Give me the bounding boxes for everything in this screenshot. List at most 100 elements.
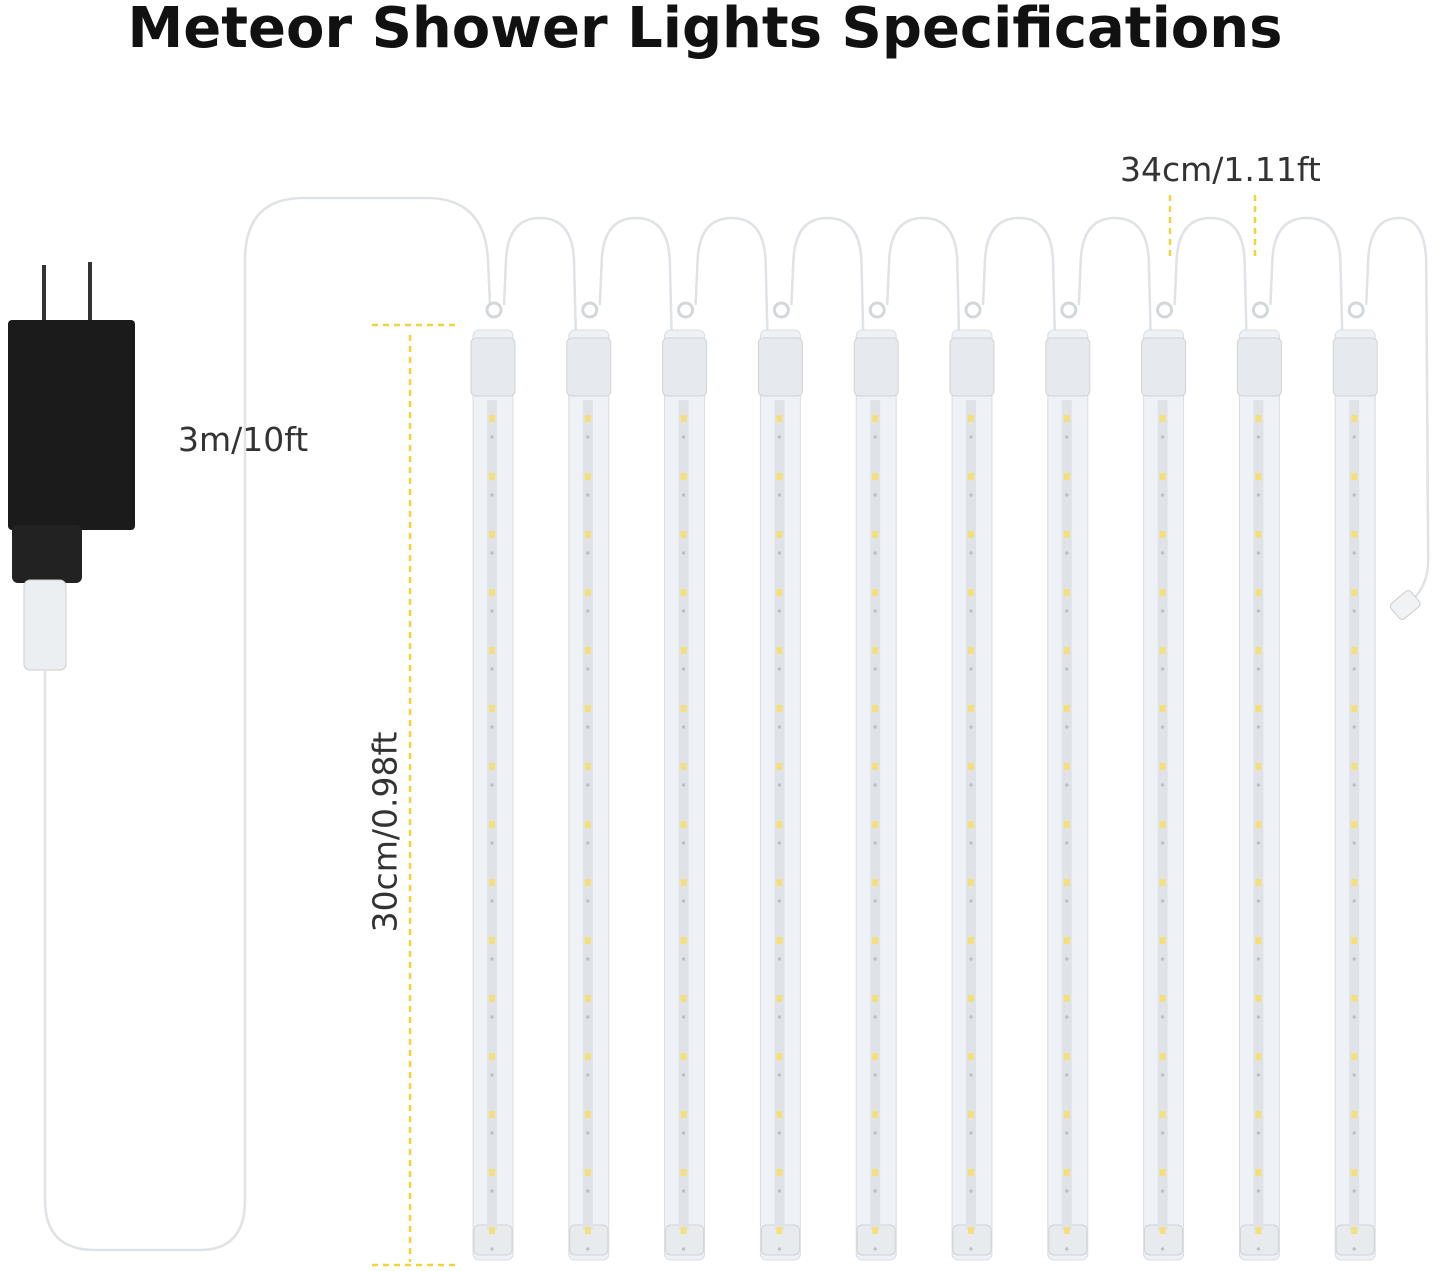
led-dot	[777, 551, 782, 555]
hanging-loop	[964, 301, 982, 319]
led-dot	[682, 1073, 686, 1077]
led	[1255, 415, 1262, 422]
led-dot	[490, 957, 494, 961]
connecting-wire	[502, 216, 578, 341]
led-dot	[1352, 899, 1356, 903]
led	[968, 937, 974, 944]
led	[968, 1227, 974, 1234]
led-dot	[586, 609, 590, 613]
led-dot	[586, 435, 590, 439]
led	[1159, 1169, 1166, 1176]
led	[1351, 821, 1358, 828]
led-dot	[1352, 1189, 1356, 1193]
led-dot	[1256, 435, 1260, 439]
led	[1063, 937, 1070, 944]
led-dot	[873, 1073, 877, 1077]
led-dot	[969, 551, 973, 555]
led	[584, 531, 591, 538]
led-dot	[969, 609, 973, 613]
led	[1255, 1053, 1262, 1060]
led-dot	[1065, 1131, 1069, 1135]
light-tube	[853, 216, 961, 1261]
led-dot	[1065, 1247, 1069, 1251]
led	[776, 415, 783, 422]
led-dot	[490, 551, 494, 555]
led	[489, 647, 495, 654]
power-cable	[43, 196, 492, 1252]
led	[1159, 415, 1166, 422]
led	[872, 937, 879, 944]
led	[1159, 589, 1166, 596]
led	[1255, 937, 1262, 944]
led-dot	[969, 899, 973, 903]
led-dot	[586, 783, 590, 787]
led-dot	[1161, 551, 1165, 555]
led	[968, 705, 974, 712]
led-dot	[969, 435, 973, 439]
led	[1159, 763, 1166, 770]
led	[680, 531, 687, 538]
led	[872, 1053, 879, 1060]
hanging-loop	[581, 301, 599, 319]
led	[968, 995, 974, 1002]
light-tube	[1141, 216, 1248, 1261]
led-dot	[490, 899, 494, 903]
led	[1351, 937, 1358, 944]
adapter-prong-left	[42, 265, 46, 323]
led	[1063, 995, 1070, 1002]
led	[776, 995, 783, 1002]
led-dot	[1065, 1189, 1069, 1193]
led-dot	[490, 725, 494, 729]
led	[1255, 1111, 1262, 1118]
led-dot	[1161, 783, 1165, 787]
light-tube	[1045, 216, 1153, 1261]
led	[489, 473, 495, 480]
led-dot	[490, 435, 494, 439]
led	[584, 415, 591, 422]
led-dot	[969, 957, 973, 961]
led-dot	[1065, 899, 1069, 903]
hanging-loop	[1251, 301, 1269, 319]
led	[1351, 763, 1358, 770]
led-dot	[1161, 493, 1165, 497]
led-dot	[873, 609, 877, 613]
led-dot	[1256, 1131, 1260, 1135]
led-dot	[1161, 1015, 1165, 1019]
led-dot	[1352, 957, 1356, 961]
led-dot	[682, 957, 686, 961]
led-dot	[873, 783, 877, 787]
led-dot	[1352, 1247, 1356, 1251]
led	[489, 589, 495, 596]
led-dot	[1161, 1073, 1165, 1077]
led-strip	[1253, 400, 1264, 1230]
led	[1255, 705, 1262, 712]
led	[489, 763, 495, 770]
led	[489, 879, 495, 886]
led-dot	[1065, 783, 1069, 787]
led	[776, 705, 783, 712]
led-dot	[1065, 493, 1069, 497]
led	[584, 821, 591, 828]
led-dot	[586, 1131, 590, 1135]
led-dot	[682, 667, 686, 671]
led-dot	[777, 957, 782, 961]
led	[872, 531, 879, 538]
led	[872, 415, 879, 422]
led-dot	[777, 1015, 782, 1019]
led-dot	[777, 1189, 782, 1193]
led	[1351, 473, 1358, 480]
led	[489, 1111, 495, 1118]
led-dot	[682, 1131, 686, 1135]
led-dot	[873, 1015, 877, 1019]
led	[1351, 1169, 1358, 1176]
led-dot	[969, 1131, 973, 1135]
led	[968, 647, 974, 654]
led-dot	[777, 493, 782, 497]
led-dot	[1161, 1189, 1165, 1193]
led	[680, 473, 687, 480]
connecting-wire	[981, 216, 1057, 341]
light-tube	[1332, 216, 1430, 1261]
led-strip	[774, 400, 785, 1230]
led	[776, 589, 783, 596]
led	[1063, 1053, 1070, 1060]
